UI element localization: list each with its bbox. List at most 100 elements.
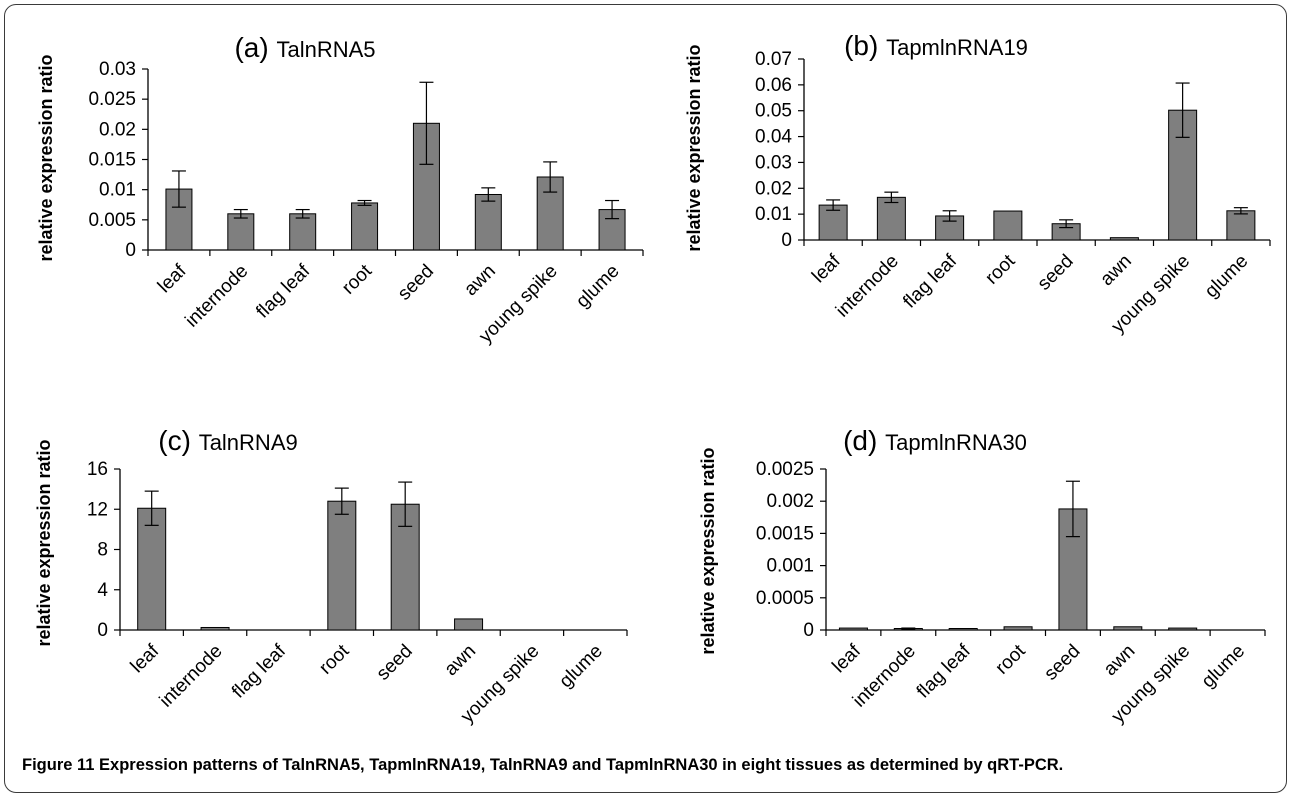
bar-young-spike: [536, 176, 564, 251]
y-axis-label: relative expression ratio: [684, 44, 704, 251]
gene-name: TalnRNA5: [276, 37, 375, 62]
bar-glume: [1226, 210, 1256, 241]
y-tick-label: 0.0015: [756, 523, 814, 544]
gene-name: TalnRNA9: [199, 430, 298, 455]
gene-name: TapmlnRNA30: [885, 430, 1027, 455]
x-tick-label: glume: [1201, 251, 1252, 302]
bar-awn: [1113, 626, 1143, 631]
y-tick-label: 8: [97, 540, 108, 561]
bar-internode: [200, 626, 230, 631]
error-bar: [543, 161, 558, 193]
x-tick-label: leaf: [808, 250, 845, 287]
x-tick-label: internode: [181, 261, 252, 332]
x-tick-label: root: [338, 260, 377, 299]
bar-root: [351, 202, 379, 251]
error-bar: [233, 208, 248, 219]
chart-title: (a) TalnRNA5: [234, 32, 375, 63]
error-bar: [144, 490, 159, 526]
bar-young-spike: [1168, 627, 1198, 631]
bar-internode: [227, 213, 255, 251]
panel-letter: (c): [158, 425, 198, 456]
error-bar: [295, 208, 310, 219]
chart-title: (d) TapmlnRNA30: [843, 425, 1027, 456]
error-bar: [398, 481, 413, 527]
error-bar: [1065, 480, 1080, 538]
x-tick-label: glume: [572, 261, 623, 312]
x-tick-label: flag leaf: [899, 250, 961, 312]
x-tick-label: internode: [156, 641, 227, 712]
y-tick-label: 0.02: [99, 119, 136, 140]
x-tick-label: flag leaf: [913, 640, 975, 702]
x-tick-label: seed: [1034, 251, 1078, 295]
gene-name: TapmlnRNA19: [886, 35, 1028, 60]
error-bar: [884, 191, 899, 204]
panel-letter: (a): [234, 32, 276, 63]
x-tick-label: awn: [1096, 251, 1135, 290]
error-bar: [419, 81, 434, 165]
chart-panel-d: (d) TapmlnRNA30 relative expression ratio…: [698, 425, 1266, 727]
bar-awn: [474, 193, 502, 251]
caption-text: Expression patterns of TalnRNA5, TapmlnR…: [99, 756, 1064, 774]
y-tick-label: 0.03: [755, 152, 792, 173]
y-tick-label: 0.001: [766, 556, 814, 577]
error-bar: [1175, 82, 1190, 138]
y-axis-label: relative expression ratio: [698, 447, 718, 654]
figure-frame: [4, 4, 1287, 793]
y-tick-label: 0.01: [755, 204, 792, 225]
y-tick-label: 0: [781, 230, 792, 251]
panel-letter: (d): [843, 425, 885, 456]
y-tick-label: 0.06: [755, 75, 792, 96]
bar-flag-leaf: [289, 213, 317, 251]
bar-leaf: [818, 204, 848, 241]
x-tick-label: seed: [373, 641, 417, 685]
x-tick-label: awn: [441, 641, 480, 680]
x-tick-label: glume: [555, 641, 606, 692]
y-tick-label: 0.03: [99, 59, 136, 80]
chart-title: (b) TapmlnRNA19: [844, 30, 1028, 61]
bar-awn: [1109, 237, 1139, 241]
x-tick-label: root: [315, 640, 354, 679]
y-tick-label: 0: [803, 620, 814, 641]
y-tick-label: 0.0005: [756, 588, 814, 609]
error-bar: [605, 199, 620, 220]
chart-title: (c) TalnRNA9: [158, 425, 297, 456]
bar-internode: [876, 196, 906, 241]
error-bar: [1059, 219, 1074, 229]
y-tick-label: 0: [125, 240, 136, 261]
bar-root: [327, 500, 357, 631]
panel-letter: (b): [844, 30, 886, 61]
y-tick-label: 0.005: [88, 210, 136, 231]
y-tick-label: 0.015: [88, 150, 136, 171]
y-tick-label: 4: [97, 580, 108, 601]
error-bar: [171, 170, 186, 208]
bar-leaf: [838, 627, 868, 631]
y-tick-label: 0.04: [755, 127, 792, 148]
x-tick-label: leaf: [127, 640, 164, 677]
y-axis-label: relative expression ratio: [34, 439, 54, 646]
error-bar: [334, 487, 349, 515]
bar-awn: [454, 618, 484, 631]
figure-caption: Figure 11 Expression patterns of TalnRNA…: [22, 756, 1282, 775]
y-tick-label: 0.0025: [756, 459, 814, 480]
bar-flag-leaf: [948, 628, 978, 631]
error-bar: [357, 199, 372, 206]
x-tick-label: seed: [394, 261, 438, 305]
x-tick-label: leaf: [154, 260, 191, 297]
chart-panel-b: (b) TapmlnRNA19 relative expression ratio…: [684, 30, 1271, 337]
error-bar: [1233, 207, 1248, 215]
x-tick-label: root: [981, 250, 1020, 289]
x-tick-label: flag leaf: [228, 640, 290, 702]
x-tick-label: glume: [1198, 641, 1249, 692]
bar-flag-leaf: [935, 215, 965, 241]
y-tick-label: 0.02: [755, 178, 792, 199]
y-tick-label: 12: [87, 499, 108, 520]
x-tick-label: internode: [832, 251, 903, 322]
chart-panel-c: (c) TalnRNA9 relative expression ratio 0 4 8…: [34, 425, 628, 727]
y-axis-label: relative expression ratio: [36, 54, 56, 261]
y-tick-label: 0.01: [99, 180, 136, 201]
x-tick-label: seed: [1040, 641, 1084, 685]
y-tick-label: 0.05: [755, 101, 792, 122]
bar-root: [993, 210, 1023, 241]
error-bar: [826, 199, 841, 211]
